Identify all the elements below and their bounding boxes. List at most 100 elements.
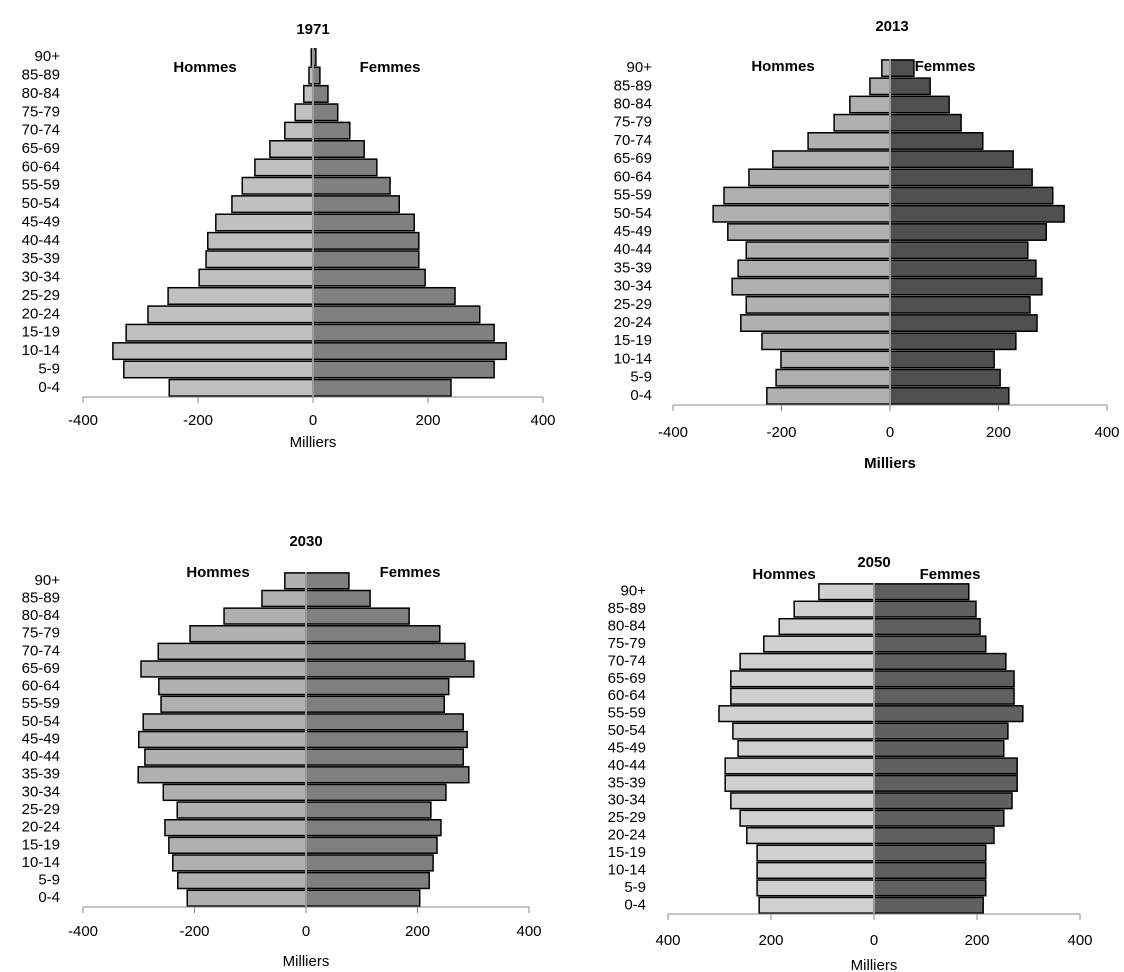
bar — [849, 95, 891, 114]
x-axis-label: Milliers — [290, 434, 337, 451]
bar — [205, 250, 314, 269]
bar — [312, 323, 495, 342]
bar — [739, 652, 875, 670]
bar — [873, 687, 1015, 705]
y-tick-label: 85-89 — [22, 67, 60, 84]
x-tick-label: -200 — [183, 412, 213, 429]
bar — [312, 213, 415, 232]
bar — [889, 386, 1010, 405]
bar — [730, 792, 875, 810]
x-tick-label: -200 — [766, 424, 796, 441]
y-tick-label: 20-24 — [614, 314, 652, 331]
bar — [761, 332, 891, 351]
x-tick-label: -400 — [68, 923, 98, 940]
y-tick-label: 35-39 — [22, 766, 60, 783]
y-tick-label: 40-44 — [22, 748, 60, 765]
y-tick-label: 10-14 — [608, 861, 646, 878]
y-tick-label: 75-79 — [22, 625, 60, 642]
bar — [869, 77, 891, 96]
y-tick-label: 60-64 — [22, 158, 60, 175]
x-tick-label: -400 — [658, 424, 688, 441]
bar — [889, 186, 1054, 205]
bar — [873, 617, 981, 636]
y-tick-label: 35-39 — [22, 250, 60, 267]
bar — [172, 854, 307, 872]
bar — [177, 871, 307, 890]
bar — [873, 896, 984, 914]
bar — [724, 774, 875, 792]
y-tick-label: 10-14 — [614, 350, 652, 367]
bar — [712, 204, 891, 223]
y-tick-label: 30-34 — [22, 783, 60, 800]
legend-label: Femmes — [915, 58, 976, 75]
bar — [305, 642, 466, 661]
y-tick-label: 45-49 — [22, 213, 60, 230]
bar — [873, 827, 995, 845]
y-tick-label: 45-49 — [608, 739, 646, 756]
bar — [312, 195, 400, 214]
bar — [303, 84, 314, 103]
chart-title: 1971 — [296, 21, 329, 38]
y-tick-label: 15-19 — [22, 836, 60, 853]
bar — [889, 77, 931, 96]
bar — [144, 748, 307, 766]
bar — [873, 722, 1009, 740]
y-tick-label: 5-9 — [624, 879, 646, 896]
bar — [873, 705, 1024, 723]
bar — [889, 223, 1047, 241]
y-tick-label: 90+ — [621, 583, 647, 600]
bar — [137, 766, 307, 784]
bar — [889, 314, 1038, 332]
bar — [889, 95, 950, 114]
y-tick-label: 55-59 — [608, 705, 646, 722]
bar — [312, 158, 378, 177]
y-tick-label: 15-19 — [22, 324, 60, 341]
bar — [312, 250, 420, 269]
bar — [241, 176, 314, 195]
bar — [284, 572, 307, 590]
y-tick-label: 85-89 — [22, 589, 60, 606]
bar — [167, 286, 314, 305]
bar — [189, 625, 307, 643]
y-tick-label: 85-89 — [608, 600, 646, 617]
bar — [312, 286, 456, 305]
y-tick-label: 35-39 — [614, 259, 652, 276]
bar — [162, 783, 307, 802]
y-tick-label: 0-4 — [38, 889, 60, 906]
y-tick-label: 90+ — [35, 572, 61, 589]
bar — [254, 158, 314, 177]
bar — [724, 757, 875, 775]
legend-label: Femmes — [380, 564, 441, 581]
y-tick-label: 20-24 — [608, 827, 646, 844]
y-tick-label: 15-19 — [614, 332, 652, 349]
bar — [215, 213, 314, 232]
bar — [772, 150, 891, 169]
bar — [889, 59, 915, 78]
y-tick-label: 40-44 — [22, 232, 60, 249]
bar — [889, 259, 1037, 278]
bar — [739, 809, 875, 827]
y-tick-label: 50-54 — [614, 205, 652, 222]
bar — [312, 231, 420, 250]
y-tick-label: 0-4 — [630, 387, 652, 404]
x-tick-label: 200 — [758, 932, 783, 949]
bar — [142, 713, 307, 731]
bar — [125, 323, 314, 342]
x-tick-label: 200 — [415, 412, 440, 429]
bar — [727, 223, 891, 241]
y-tick-label: 15-19 — [608, 844, 646, 861]
bar — [305, 589, 371, 608]
bar — [305, 854, 434, 872]
bar — [873, 652, 1007, 670]
x-tick-label: 400 — [655, 932, 680, 949]
bar — [207, 231, 314, 250]
x-tick-label: 0 — [302, 923, 310, 940]
bar — [730, 687, 875, 705]
bar — [889, 368, 1001, 387]
y-tick-label: 45-49 — [614, 223, 652, 240]
bar — [873, 583, 970, 601]
bar — [746, 827, 875, 845]
x-axis-label: Milliers — [851, 957, 898, 972]
bar — [168, 378, 314, 397]
